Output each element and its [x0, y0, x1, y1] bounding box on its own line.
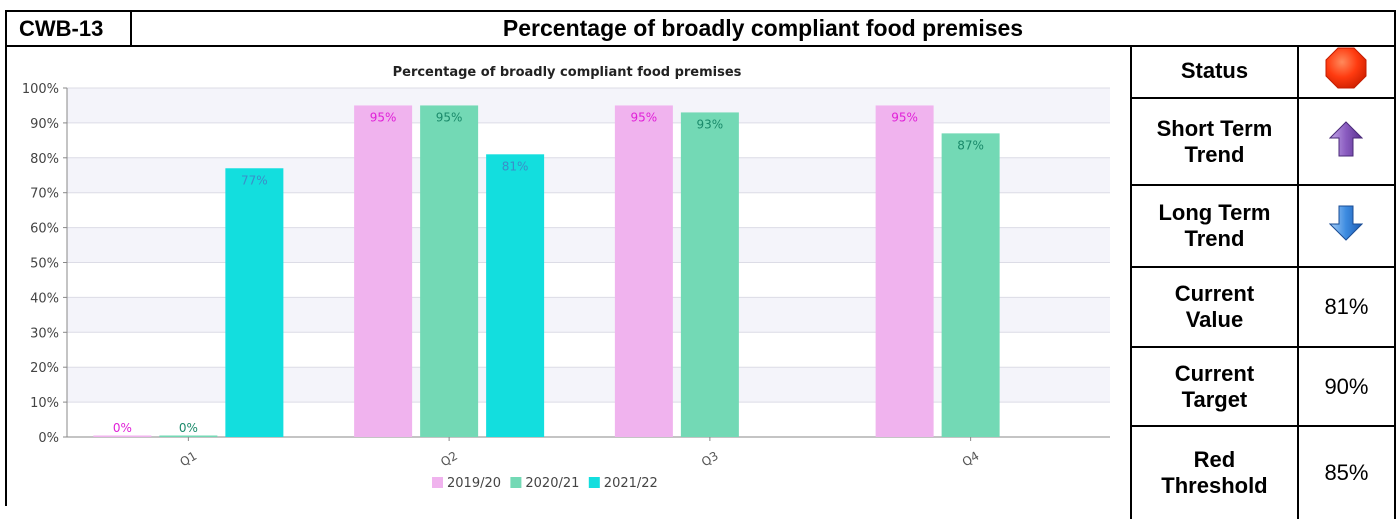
bar-data-label: 81%: [502, 159, 529, 173]
current-target-label-line1: Current: [1174, 360, 1255, 386]
bar-2019-20-q2: [354, 105, 413, 437]
short-term-label-line2: Trend: [1184, 141, 1245, 167]
current-target-label: Current Target: [1130, 346, 1299, 427]
x-tick-label: Q4: [960, 449, 982, 470]
y-tick-label: 90%: [30, 117, 59, 132]
red-octagon-icon: [1325, 47, 1367, 89]
blue-down-arrow-icon: [1329, 205, 1364, 241]
current-value: 81%: [1296, 266, 1397, 348]
grid-band: [67, 88, 1110, 123]
kpi-code: CWB-13: [5, 10, 132, 47]
red-threshold-label-line2: Threshold: [1161, 473, 1268, 498]
status-cell: [1296, 45, 1397, 99]
y-tick-label: 0%: [38, 431, 59, 446]
y-tick-label: 10%: [30, 396, 59, 411]
current-target-label-line2: Target: [1181, 386, 1248, 412]
status-label: Status: [1130, 45, 1299, 99]
chart-cell: 0% 10% 20% 30% 40% 50% 60% 70% 80% 90% 100% Percent…: [5, 45, 1132, 506]
bar-data-label: 93%: [697, 117, 724, 131]
bar-data-label: 95%: [370, 110, 397, 124]
bar-2020-21-q4: [941, 133, 1000, 437]
legend-swatch: [432, 477, 443, 488]
purple-up-arrow-icon: [1329, 120, 1364, 156]
bar-2019-20-q4: [875, 105, 934, 437]
chart-title: Percentage of broadly compliant food pre…: [393, 65, 742, 80]
bar-2021-22-q2: [486, 154, 545, 437]
bar-2020-21-q1: [159, 435, 218, 437]
long-term-trend-cell: [1296, 184, 1397, 268]
y-tick-label: 80%: [30, 152, 59, 167]
legend-label: 2019/20: [447, 476, 501, 491]
y-tick-label: 20%: [30, 361, 59, 376]
bar-data-label: 95%: [891, 110, 918, 124]
long-term-label-line1: Long Term: [1158, 200, 1271, 225]
y-tick-label: 70%: [30, 187, 59, 202]
legend-swatch: [510, 477, 522, 488]
x-tick-label: Q3: [699, 449, 721, 470]
bar-data-label: 77%: [241, 173, 268, 187]
bar-data-label: 87%: [957, 138, 984, 152]
bar-chart: 0% 10% 20% 30% 40% 50% 60% 70% 80% 90% 100% Percent…: [22, 65, 1110, 491]
bar-data-label: 0%: [179, 421, 198, 435]
bar-2019-20-q1: [93, 435, 152, 437]
legend-swatch: [588, 477, 600, 488]
red-threshold: 85%: [1296, 425, 1397, 519]
legend-label: 2020/21: [525, 476, 579, 491]
current-value-label: Current Value: [1130, 266, 1299, 348]
bar-data-label: 95%: [436, 110, 463, 124]
bar-2021-22-q1: [225, 168, 284, 437]
red-threshold-label: Red Threshold: [1130, 425, 1299, 519]
x-tick-label: Q1: [177, 449, 199, 470]
y-tick-label: 60%: [30, 222, 59, 237]
current-value-label-line1: Current: [1174, 281, 1255, 306]
bar-data-label: 0%: [113, 421, 132, 435]
bar-2019-20-q3: [614, 105, 673, 437]
kpi-title: Percentage of broadly compliant food pre…: [130, 10, 1396, 47]
bar-2020-21-q2: [420, 105, 479, 437]
y-tick-label: 40%: [30, 291, 59, 306]
x-tick-label: Q2: [438, 449, 460, 470]
red-threshold-label-line1: Red: [1193, 447, 1236, 472]
y-tick-label: 50%: [30, 257, 59, 272]
long-term-trend-label: Long Term Trend: [1130, 184, 1299, 268]
short-term-label-line1: Short Term: [1156, 115, 1273, 141]
current-value-label-line2: Value: [1185, 307, 1244, 332]
legend-label: 2021/22: [604, 476, 658, 491]
bar-2020-21-q3: [680, 112, 739, 438]
y-tick-label: 30%: [30, 326, 59, 341]
short-term-trend-cell: [1296, 97, 1397, 186]
short-term-trend-label: Short Term Trend: [1130, 97, 1299, 186]
grid-band: [67, 122, 1110, 158]
bar-data-label: 95%: [631, 110, 658, 124]
current-target: 90%: [1296, 346, 1397, 427]
status-table: Status Short Term Trend: [1130, 45, 1397, 519]
y-tick-label: 100%: [22, 82, 59, 97]
kpi-card: CWB-13 Percentage of broadly compliant f…: [5, 10, 1397, 519]
long-term-label-line2: Trend: [1184, 226, 1245, 251]
